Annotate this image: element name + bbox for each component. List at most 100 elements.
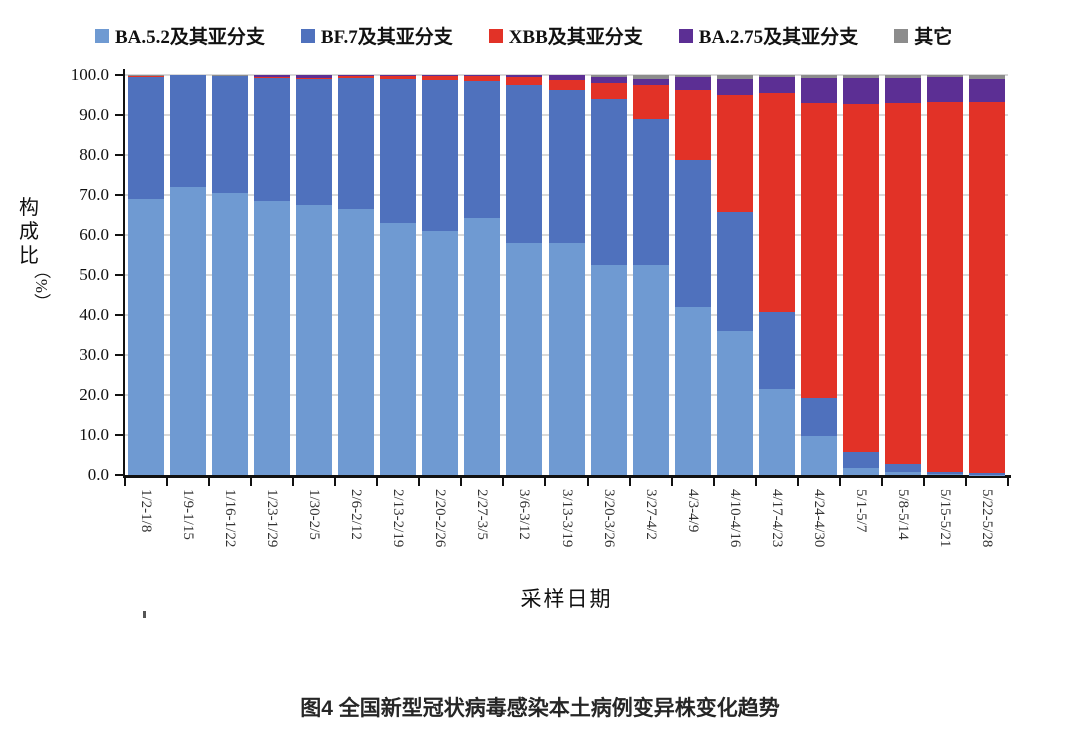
legend-label: BA.2.75及其亚分支 (698, 27, 859, 48)
bar-segment (590, 99, 627, 265)
x-tick (922, 478, 925, 486)
bar-2/20-2/26 (422, 75, 459, 475)
y-tick-label: 90.0 (79, 105, 109, 124)
bar-segment (380, 75, 417, 79)
x-tick-label-3/27-4/2: 3/27-4/2 (642, 489, 659, 540)
bar-segment (590, 265, 627, 475)
plot-area: 100.0 90.0 80.0 70.0 60.0 50.0 40.0 30.0 20.0 10.… (71, 65, 1011, 547)
x-tick (712, 478, 715, 486)
x-tick (544, 478, 547, 486)
bar-3/27-4/2 (632, 75, 669, 475)
bar-4/10-4/16 (716, 75, 753, 475)
bar-segment (716, 211, 753, 331)
bar-segment (422, 79, 459, 231)
y-tick-label: 60.0 (79, 225, 109, 244)
bar-segment (338, 75, 375, 79)
bar-segment (254, 201, 291, 475)
x-tick-label-4/17-4/23: 4/17-4/23 (768, 489, 785, 548)
x-tick (502, 478, 505, 486)
bar-segment (674, 307, 711, 475)
bar-segment (758, 93, 795, 312)
bar-segment (296, 75, 333, 79)
bar-segment (716, 75, 753, 80)
y-tick-label: 30.0 (79, 345, 109, 364)
bar-segment (884, 103, 921, 464)
bar-segment (632, 119, 669, 265)
y-tick-label: 40.0 (79, 305, 109, 324)
x-tick-label-2/13-2/19: 2/13-2/19 (390, 489, 407, 548)
bar-segment (464, 81, 501, 218)
x-tick (880, 478, 883, 486)
bar-segment (128, 76, 165, 199)
bar-segment (884, 463, 921, 472)
bar-2/13-2/19 (380, 75, 417, 475)
x-tick-label-3/20-3/26: 3/20-3/26 (600, 489, 617, 548)
bar-segment (842, 104, 879, 452)
bar-segment (380, 223, 417, 475)
legend-swatch-icon (894, 28, 909, 43)
bar-segment (758, 75, 795, 78)
bar-1/23-1/29 (254, 75, 291, 475)
x-tick-label-5/1-5/7: 5/1-5/7 (852, 489, 869, 533)
x-tick-label-5/22-5/28: 5/22-5/28 (978, 489, 995, 548)
bar-segment (674, 90, 711, 160)
bar-segment (128, 199, 165, 475)
x-tick-label-1/16-1/22: 1/16-1/22 (222, 489, 239, 548)
y-tick (115, 74, 123, 76)
y-tick-label: 80.0 (79, 145, 109, 164)
stray-mark (143, 611, 146, 618)
bar-1/16-1/22 (212, 75, 249, 475)
bar-segment (212, 75, 249, 76)
x-axis-line (123, 475, 1011, 478)
bar-4/17-4/23 (758, 75, 795, 475)
legend-label: BA.5.2及其亚分支 (115, 27, 265, 48)
bar-segment (632, 79, 669, 85)
x-tick-label-1/2-1/8: 1/2-1/8 (138, 489, 155, 533)
x-tick (796, 478, 799, 486)
x-tick-label-5/8-5/14: 5/8-5/14 (894, 489, 911, 540)
y-tick-label: 20.0 (79, 385, 109, 404)
legend-item-1: BF.7及其亚分支 (300, 22, 453, 49)
bar-segment (464, 75, 501, 82)
legend-label: 其它 (914, 27, 953, 48)
bar-segment (338, 78, 375, 209)
bar-segment (506, 84, 543, 243)
bar-segment (800, 78, 837, 104)
y-tick-label: 10.0 (79, 425, 109, 444)
legend-swatch-icon (488, 28, 503, 43)
x-tick (460, 478, 463, 486)
bar-segment (842, 468, 879, 475)
bar-segment (590, 83, 627, 99)
bar-5/1-5/7 (842, 75, 879, 475)
x-tick (376, 478, 379, 486)
y-tick-label: 0.0 (87, 465, 109, 484)
x-tick-label-1/9-1/15: 1/9-1/15 (180, 489, 197, 540)
bar-2/27-3/5 (464, 75, 501, 475)
y-tick (115, 154, 123, 156)
bar-segment (170, 75, 207, 187)
y-tick (115, 194, 123, 196)
bar-segment (632, 85, 669, 119)
bar-segment (296, 205, 333, 475)
bar-segment (884, 78, 921, 104)
bar-segment (758, 311, 795, 389)
bar-segment (758, 77, 795, 94)
x-tick-label-1/30-2/5: 1/30-2/5 (306, 489, 323, 540)
legend-label: XBB及其亚分支 (508, 27, 643, 48)
y-axis-title-text: 构成比 (19, 197, 39, 267)
x-tick-label-4/10-4/16: 4/10-4/16 (726, 489, 743, 548)
bar-segment (506, 243, 543, 475)
bar-segment (506, 76, 543, 85)
bar-1/30-2/5 (296, 75, 333, 475)
bar-segment (506, 75, 543, 77)
bar-segment (926, 474, 963, 475)
bar-segment (338, 209, 375, 475)
y-tick-label: 50.0 (79, 265, 109, 284)
x-tick-label-5/15-5/21: 5/15-5/21 (936, 489, 953, 548)
y-tick (115, 394, 123, 396)
bar-3/20-3/26 (590, 75, 627, 475)
bar-segment (254, 77, 291, 201)
bar-segment (128, 75, 165, 76)
x-tick (1007, 478, 1009, 486)
bar-segment (422, 75, 459, 80)
